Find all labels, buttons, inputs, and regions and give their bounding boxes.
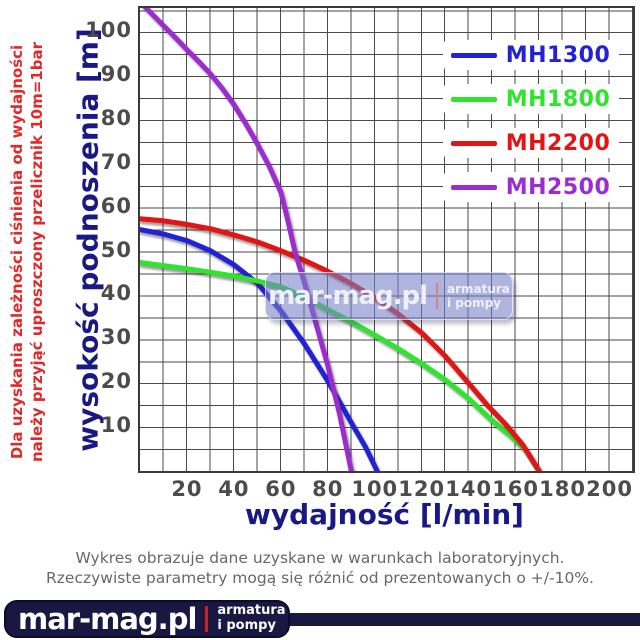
x-tick-label-200: 200 — [586, 477, 633, 501]
brand-tag1: armatura — [217, 603, 286, 619]
brand-tagline: armatura i pompy — [217, 603, 286, 634]
watermark-brand: mar-mag.pl — [268, 281, 428, 311]
y-tick-label-100: 100 — [85, 18, 132, 43]
legend-line-sample — [451, 52, 497, 58]
y-tick-label-80: 80 — [100, 105, 132, 130]
logo-stripe — [260, 613, 640, 626]
pressure-conversion-note: Dla uzyskania zależności ciśnienia od wy… — [7, 42, 48, 462]
legend-item-mh1800: MH1800 — [443, 84, 619, 114]
y-tick-label-20: 20 — [100, 369, 132, 394]
x-tick-label-180: 180 — [539, 477, 586, 501]
x-tick-label-100: 100 — [351, 477, 399, 501]
disclaimer-line-1: Wykres obrazuje dane uzyskane w warunkac… — [75, 549, 565, 567]
legend-item-mh2200: MH2200 — [443, 128, 619, 158]
brand-tag2: i pompy — [217, 618, 276, 633]
x-tick-label-40: 40 — [218, 477, 250, 501]
legend-item-mh2500: MH2500 — [443, 172, 619, 202]
legend-line-sample — [451, 140, 497, 146]
legend-label: MH1800 — [505, 86, 611, 112]
curves-svg — [140, 8, 542, 471]
legend-label: MH1300 — [505, 42, 611, 68]
x-axis-title: wydajność [l/min] — [245, 498, 524, 531]
y-tick-label-10: 10 — [100, 413, 132, 438]
disclaimer-line-2: Rzeczywiste parametry mogą się różnić od… — [46, 569, 594, 588]
brand-divider — [205, 606, 209, 632]
curve-mh1800 — [140, 260, 542, 471]
plot-area: MH1300 MH1800 MH2200 MH2500 mar-mag.pl arma… — [138, 6, 635, 473]
x-tick-label-20: 20 — [171, 477, 203, 501]
note-line-2: należy przyjąć uproszczony przelicznik 1… — [28, 42, 46, 462]
legend-line-sample — [451, 184, 497, 190]
brand-logo: mar-mag.pl armatura i pompy — [4, 600, 290, 638]
legend-label: MH2200 — [505, 130, 611, 156]
y-tick-label-50: 50 — [100, 237, 132, 262]
legend-item-mh1300: MH1300 — [443, 40, 619, 70]
watermark-tagline: armatura i pompy — [447, 282, 510, 311]
x-tick-label-160: 160 — [492, 477, 540, 501]
note-line-1: Dla uzyskania zależności ciśnienia od wy… — [7, 44, 26, 460]
y-tick-label-40: 40 — [100, 281, 132, 306]
y-tick-label-30: 30 — [100, 325, 132, 350]
curve-mh2200 — [140, 216, 542, 471]
y-tick-label-60: 60 — [100, 193, 132, 218]
x-tick-label-80: 80 — [312, 477, 344, 501]
y-tick-label-90: 90 — [100, 62, 132, 87]
watermark-tag2: i pompy — [446, 296, 502, 310]
watermark-tag1: armatura — [446, 281, 510, 296]
brand-name: mar-mag.pl — [18, 602, 197, 636]
x-tick-label-120: 120 — [398, 477, 446, 501]
disclaimer-text: Wykres obrazuje dane uzyskane w warunkac… — [0, 548, 640, 588]
x-tick-label-140: 140 — [445, 477, 493, 501]
legend-line-sample — [451, 96, 497, 102]
y-tick-label-70: 70 — [100, 149, 132, 174]
legend-label: MH2500 — [505, 174, 611, 200]
x-tick-label-60: 60 — [265, 477, 297, 501]
watermark-logo: mar-mag.pl armatura i pompy — [265, 272, 513, 320]
watermark-divider — [435, 283, 438, 309]
